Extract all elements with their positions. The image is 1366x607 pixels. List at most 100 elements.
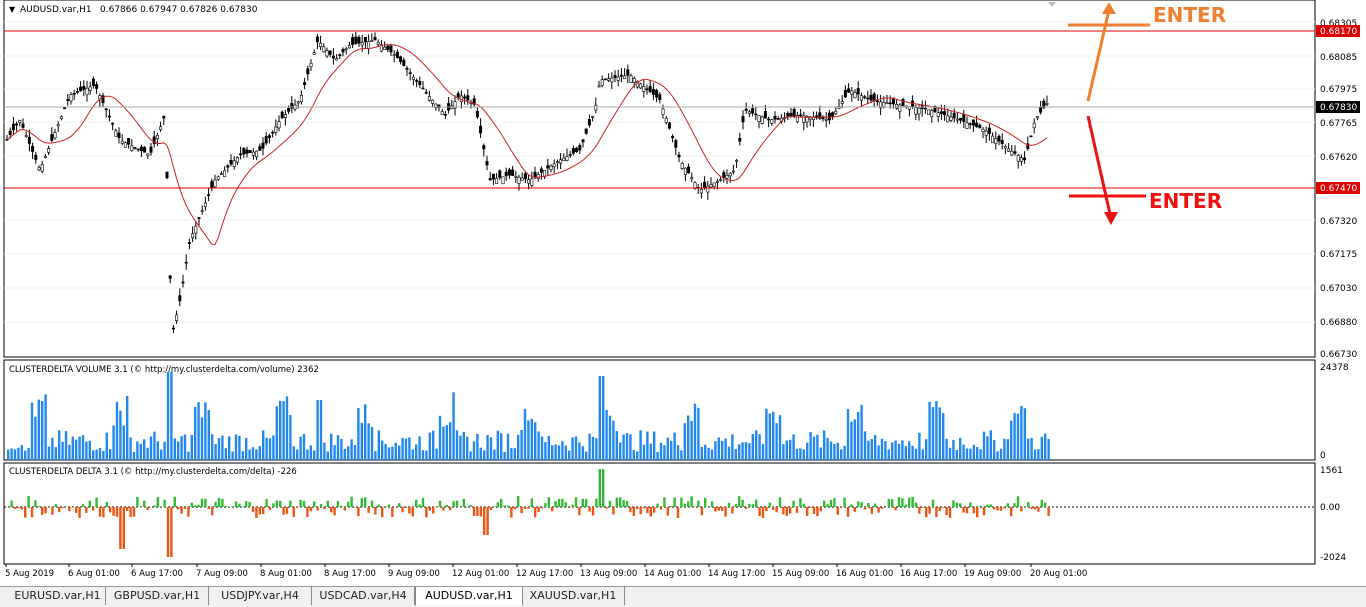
tab-eurusd[interactable]: EURUSD.var,H1 (10, 587, 106, 605)
candle-body (479, 126, 481, 133)
candle-body (22, 124, 24, 128)
delta-pane[interactable] (4, 463, 1315, 564)
candle-body (143, 147, 145, 152)
volume-bar (177, 441, 179, 460)
delta-bar (303, 501, 305, 507)
delta-bar (238, 504, 240, 507)
delta-bar (480, 507, 482, 516)
price-tick: 0.67620 (1320, 153, 1357, 163)
candle-body (627, 70, 629, 76)
volume-bar (932, 407, 934, 460)
candle-body (310, 63, 312, 66)
candle-body (211, 181, 213, 187)
candle-body (201, 211, 203, 212)
delta-bar (17, 507, 19, 508)
delta-bar (803, 504, 805, 507)
delta-bar (585, 499, 587, 507)
delta-bar (367, 507, 369, 513)
price-pane[interactable] (4, 0, 1315, 357)
volume-bar (731, 434, 733, 460)
candle-body (495, 178, 497, 183)
volume-bar (61, 442, 63, 460)
volume-bar (609, 416, 611, 460)
candle-body (547, 166, 549, 169)
tab-audusd[interactable]: AUDUSD.var,H1 (415, 587, 523, 606)
delta-bar (568, 507, 570, 508)
candle-body (553, 164, 555, 167)
tab-gbpusd[interactable]: GBPUSD.var,H1 (106, 587, 209, 605)
candle-body (374, 37, 376, 40)
time-tick: 20 Aug 01:00 (1030, 569, 1087, 579)
volume-bar (350, 439, 352, 460)
delta-bar (337, 501, 339, 507)
enter-down-label: ENTER (1149, 189, 1222, 213)
candle-body (329, 51, 331, 55)
chart-tab-bar: EURUSD.var,H1 GBPUSD.var,H1 USDJPY.var,H… (0, 586, 1366, 607)
candle-body (140, 147, 142, 151)
delta-bar (191, 503, 193, 507)
candle-body (841, 102, 843, 104)
delta-bar (871, 507, 873, 514)
delta-bar (174, 497, 176, 507)
delta-bar (1030, 507, 1032, 509)
volume-bar (503, 452, 505, 460)
time-tick: 12 Aug 01:00 (452, 569, 509, 579)
delta-bar (779, 497, 781, 507)
delta-bar (282, 507, 284, 515)
delta-bar (92, 507, 94, 510)
volume-bar (673, 433, 675, 460)
tab-usdcad[interactable]: USDCAD.var,H4 (312, 587, 415, 605)
delta-bar (847, 507, 849, 517)
candle-body (31, 146, 33, 151)
volume-bar (735, 449, 737, 460)
volume-bar (473, 441, 475, 460)
delta-bar (412, 507, 414, 516)
delta-bar (1010, 507, 1012, 516)
delta-bar (306, 507, 308, 517)
delta-bar (942, 507, 944, 508)
delta-bar (962, 507, 964, 513)
candle-body (1011, 151, 1013, 155)
candle-body (793, 109, 795, 116)
candle-body (79, 87, 81, 91)
delta-bar (724, 507, 726, 517)
candle-body (979, 125, 981, 128)
delta-bar (476, 507, 478, 516)
volume-bar (388, 447, 390, 460)
delta-bar (143, 501, 145, 508)
delta-bar (826, 504, 828, 507)
chart-area[interactable]: ▼ AUDUSD.var,H1 0.67866 0.67947 0.67826 … (0, 0, 1366, 586)
candle-body (623, 76, 625, 79)
chart-menu-arrow[interactable]: ▼ (9, 5, 16, 14)
delta-bar (602, 469, 604, 507)
volume-bar (969, 449, 971, 460)
volume-bar (680, 451, 682, 461)
delta-bar (51, 507, 53, 515)
volume-bar (619, 443, 621, 461)
delta-bar (27, 496, 29, 507)
volume-bar (905, 446, 907, 460)
volume-bar (415, 444, 417, 460)
candle-body (105, 109, 107, 110)
candle-body (915, 108, 917, 115)
volume-bar (95, 450, 97, 460)
delta-bar (401, 507, 403, 512)
candle-body (899, 105, 901, 112)
volume-bar (48, 447, 50, 461)
volume-bar (459, 436, 461, 460)
delta-bar (820, 507, 822, 512)
candle-body (655, 90, 657, 97)
time-tick: 5 Aug 2019 (5, 569, 54, 579)
volume-pane[interactable] (4, 360, 1315, 460)
volume-bar (456, 430, 458, 460)
delta-bar (371, 501, 373, 508)
candle-body (675, 140, 677, 147)
delta-bar (816, 507, 818, 516)
candle-body (307, 69, 309, 74)
delta-bar (983, 507, 985, 515)
tab-xauusd[interactable]: XAUUSD.var,H1 (522, 587, 625, 605)
candle-body (51, 135, 53, 141)
tab-usdjpy[interactable]: USDJPY.var,H4 (209, 587, 312, 605)
delta-bar (197, 505, 199, 507)
volume-bar (755, 430, 757, 460)
